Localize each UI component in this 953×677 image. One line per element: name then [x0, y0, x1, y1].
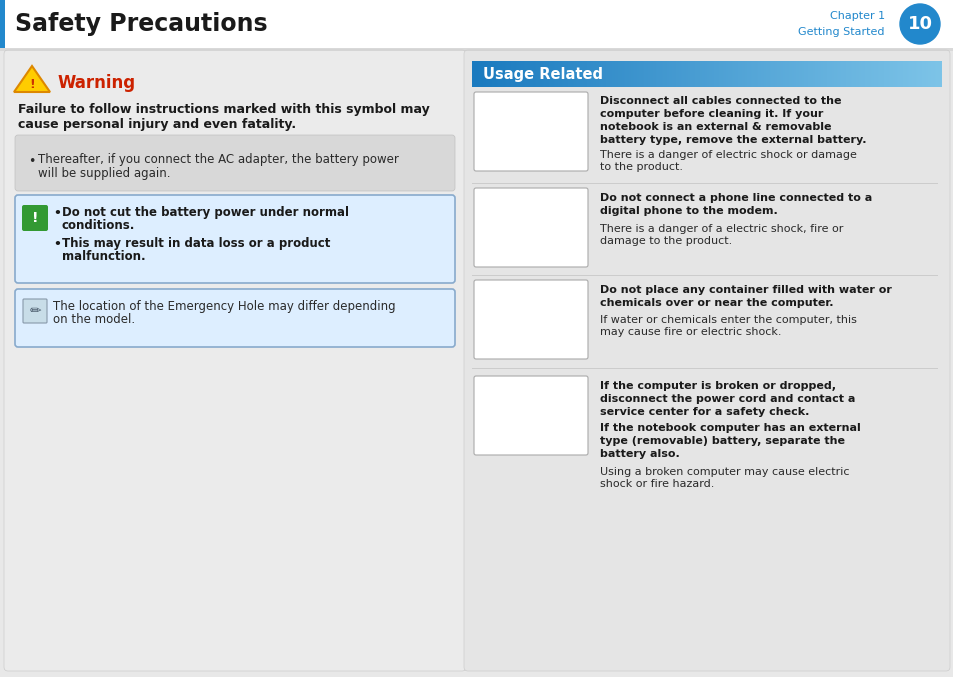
Text: This may result in data loss or a product: This may result in data loss or a produc…	[62, 237, 330, 250]
Text: The location of the Emergency Hole may differ depending: The location of the Emergency Hole may d…	[53, 300, 395, 313]
Text: •: •	[53, 207, 61, 220]
Text: disconnect the power cord and contact a: disconnect the power cord and contact a	[599, 394, 855, 404]
Text: •: •	[53, 238, 61, 251]
Text: Disconnect all cables connected to the: Disconnect all cables connected to the	[599, 96, 841, 106]
Polygon shape	[14, 66, 50, 92]
FancyBboxPatch shape	[22, 205, 48, 231]
Text: Do not cut the battery power under normal: Do not cut the battery power under norma…	[62, 206, 349, 219]
Text: to the product.: to the product.	[599, 162, 682, 172]
Text: Do not place any container filled with water or: Do not place any container filled with w…	[599, 285, 891, 295]
FancyBboxPatch shape	[474, 92, 587, 171]
Text: cause personal injury and even fatality.: cause personal injury and even fatality.	[18, 118, 295, 131]
Text: Failure to follow instructions marked with this symbol may: Failure to follow instructions marked wi…	[18, 103, 429, 116]
FancyBboxPatch shape	[0, 48, 953, 51]
Text: on the model.: on the model.	[53, 313, 135, 326]
FancyBboxPatch shape	[0, 0, 5, 48]
Text: malfunction.: malfunction.	[62, 250, 146, 263]
Text: will be supplied again.: will be supplied again.	[38, 167, 171, 180]
Text: •: •	[28, 155, 35, 168]
Text: If the computer is broken or dropped,: If the computer is broken or dropped,	[599, 381, 835, 391]
Text: battery type, remove the external battery.: battery type, remove the external batter…	[599, 135, 865, 145]
Text: Do not connect a phone line connected to a: Do not connect a phone line connected to…	[599, 193, 871, 203]
FancyBboxPatch shape	[463, 50, 949, 671]
FancyBboxPatch shape	[474, 188, 587, 267]
Text: Using a broken computer may cause electric: Using a broken computer may cause electr…	[599, 467, 848, 477]
Text: Thereafter, if you connect the AC adapter, the battery power: Thereafter, if you connect the AC adapte…	[38, 153, 398, 166]
Text: Usage Related: Usage Related	[482, 66, 602, 81]
Text: There is a danger of electric shock or damage: There is a danger of electric shock or d…	[599, 150, 856, 160]
Text: type (removable) battery, separate the: type (removable) battery, separate the	[599, 436, 844, 446]
Text: If water or chemicals enter the computer, this: If water or chemicals enter the computer…	[599, 315, 856, 325]
FancyBboxPatch shape	[15, 289, 455, 347]
Text: notebook is an external & removable: notebook is an external & removable	[599, 122, 831, 132]
Text: damage to the product.: damage to the product.	[599, 236, 732, 246]
Text: shock or fire hazard.: shock or fire hazard.	[599, 479, 714, 489]
Text: Safety Precautions: Safety Precautions	[15, 12, 268, 36]
Text: 10: 10	[906, 15, 931, 33]
Text: service center for a safety check.: service center for a safety check.	[599, 407, 808, 417]
FancyBboxPatch shape	[474, 376, 587, 455]
FancyBboxPatch shape	[472, 275, 937, 276]
FancyBboxPatch shape	[472, 368, 937, 369]
FancyBboxPatch shape	[0, 0, 953, 48]
Text: ✏: ✏	[30, 304, 41, 318]
Text: Chapter 1: Chapter 1	[829, 11, 884, 21]
Text: digital phone to the modem.: digital phone to the modem.	[599, 206, 777, 216]
Circle shape	[899, 4, 939, 44]
Text: conditions.: conditions.	[62, 219, 135, 232]
FancyBboxPatch shape	[23, 299, 47, 323]
FancyBboxPatch shape	[4, 50, 465, 671]
Text: chemicals over or near the computer.: chemicals over or near the computer.	[599, 298, 833, 308]
Text: battery also.: battery also.	[599, 449, 679, 459]
Text: There is a danger of a electric shock, fire or: There is a danger of a electric shock, f…	[599, 224, 842, 234]
Text: may cause fire or electric shock.: may cause fire or electric shock.	[599, 327, 781, 337]
Text: Warning: Warning	[58, 74, 136, 92]
Text: !: !	[30, 79, 35, 91]
FancyBboxPatch shape	[472, 183, 937, 184]
Text: computer before cleaning it. If your: computer before cleaning it. If your	[599, 109, 822, 119]
FancyBboxPatch shape	[474, 280, 587, 359]
Text: !: !	[31, 211, 38, 225]
Text: Getting Started: Getting Started	[798, 27, 884, 37]
FancyBboxPatch shape	[15, 195, 455, 283]
Text: If the notebook computer has an external: If the notebook computer has an external	[599, 423, 860, 433]
FancyBboxPatch shape	[15, 135, 455, 191]
